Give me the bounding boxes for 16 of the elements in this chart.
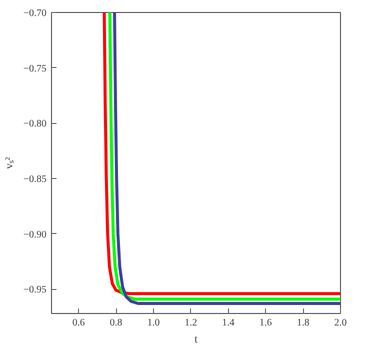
y-axis-title: vₛ² [3, 156, 16, 169]
x-tick-label: 0.8 [110, 318, 122, 328]
y-tick-label: −0.95 [23, 284, 46, 296]
y-tick-label: −0.90 [23, 229, 46, 240]
y-tick-label: −0.80 [23, 118, 46, 130]
x-tick-label: 1.8 [296, 318, 310, 328]
x-tick-label: 1.0 [147, 318, 160, 328]
x-tick-label: 1.4 [222, 318, 235, 328]
y-tick-label: −0.85 [23, 174, 46, 185]
x-tick-label: 2.0 [334, 318, 347, 328]
x-tick-label: 0.6 [72, 318, 85, 328]
x-tick-label: 1.6 [259, 318, 272, 328]
y-tick-label: −0.75 [23, 63, 46, 74]
x-axis-title: t [194, 334, 198, 346]
y-tick-label: −0.70 [23, 8, 46, 19]
x-tick-label: 1.2 [184, 318, 198, 328]
